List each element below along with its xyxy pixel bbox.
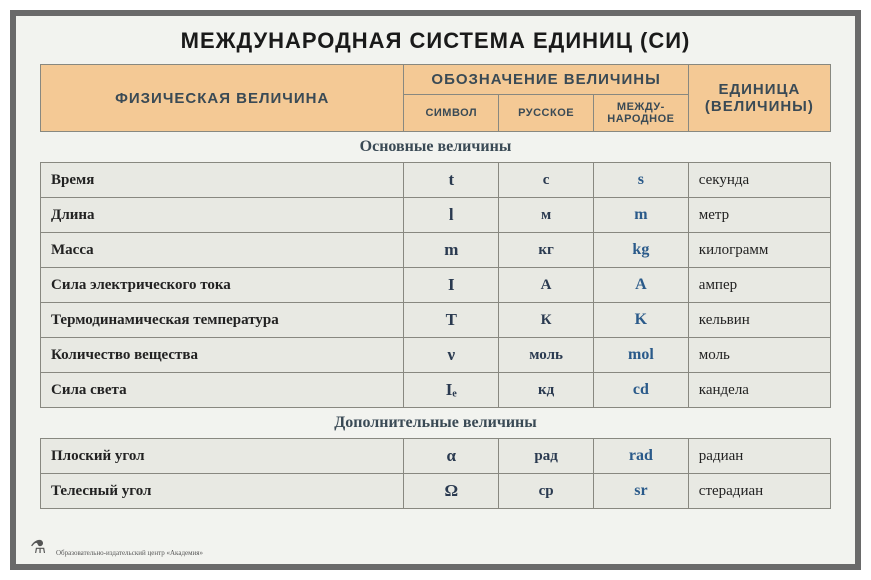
cell-international: mol bbox=[593, 338, 688, 373]
cell-international: kg bbox=[593, 233, 688, 268]
cell-russian: рад bbox=[499, 439, 594, 474]
table-row: Сила светаIₑкдcdкандела bbox=[41, 373, 831, 408]
cell-symbol: ν bbox=[404, 338, 499, 373]
table-body: Основные величиныВремяtсsсекундаДлинаlмm… bbox=[41, 132, 831, 509]
cell-name: Сила света bbox=[41, 373, 404, 408]
cell-russian: кд bbox=[499, 373, 594, 408]
table-header: ФИЗИЧЕСКАЯ ВЕЛИЧИНА ОБОЗНАЧЕНИЕ ВЕЛИЧИНЫ… bbox=[41, 65, 831, 132]
cell-symbol: I bbox=[404, 268, 499, 303]
table-row: Длинаlмmметр bbox=[41, 198, 831, 233]
cell-russian: моль bbox=[499, 338, 594, 373]
cell-name: Масса bbox=[41, 233, 404, 268]
cell-international: rad bbox=[593, 439, 688, 474]
cell-name: Телесный угол bbox=[41, 474, 404, 509]
section-label: Дополнительные величины bbox=[41, 408, 831, 439]
cell-unit: стерадиан bbox=[688, 474, 830, 509]
col-quantity: ФИЗИЧЕСКАЯ ВЕЛИЧИНА bbox=[41, 65, 404, 132]
table-row: Телесный уголΩсрsrстерадиан bbox=[41, 474, 831, 509]
col-international: МЕЖДУ- НАРОДНОЕ bbox=[593, 95, 688, 132]
cell-symbol: t bbox=[404, 163, 499, 198]
table-row: Массаmкгkgкилограмм bbox=[41, 233, 831, 268]
cell-unit: метр bbox=[688, 198, 830, 233]
cell-unit: моль bbox=[688, 338, 830, 373]
cell-symbol: Ω bbox=[404, 474, 499, 509]
cell-russian: м bbox=[499, 198, 594, 233]
cell-international: cd bbox=[593, 373, 688, 408]
cell-name: Сила электрического тока bbox=[41, 268, 404, 303]
cell-symbol: m bbox=[404, 233, 499, 268]
cell-unit: кельвин bbox=[688, 303, 830, 338]
cell-international: s bbox=[593, 163, 688, 198]
cell-unit: секунда bbox=[688, 163, 830, 198]
table-row: Плоский уголαрадradрадиан bbox=[41, 439, 831, 474]
cell-name: Длина bbox=[41, 198, 404, 233]
col-unit: ЕДИНИЦА (ВЕЛИЧИНЫ) bbox=[688, 65, 830, 132]
publisher-icon: ⚗ bbox=[30, 537, 46, 558]
cell-unit: кандела bbox=[688, 373, 830, 408]
cell-symbol: T bbox=[404, 303, 499, 338]
section-row: Основные величины bbox=[41, 132, 831, 163]
col-symbol: СИМВОЛ bbox=[404, 95, 499, 132]
cell-name: Время bbox=[41, 163, 404, 198]
section-label: Основные величины bbox=[41, 132, 831, 163]
cell-russian: К bbox=[499, 303, 594, 338]
cell-russian: А bbox=[499, 268, 594, 303]
cell-international: K bbox=[593, 303, 688, 338]
cell-unit: радиан bbox=[688, 439, 830, 474]
cell-russian: ср bbox=[499, 474, 594, 509]
cell-russian: кг bbox=[499, 233, 594, 268]
page-title: МЕЖДУНАРОДНАЯ СИСТЕМА ЕДИНИЦ (СИ) bbox=[40, 28, 831, 54]
cell-international: sr bbox=[593, 474, 688, 509]
cell-unit: ампер bbox=[688, 268, 830, 303]
cell-international: m bbox=[593, 198, 688, 233]
cell-symbol: α bbox=[404, 439, 499, 474]
col-russian: РУССКОЕ bbox=[499, 95, 594, 132]
cell-symbol: Iₑ bbox=[404, 373, 499, 408]
cell-international: A bbox=[593, 268, 688, 303]
cell-name: Плоский угол bbox=[41, 439, 404, 474]
cell-name: Количество вещества bbox=[41, 338, 404, 373]
footer-note: Образовательно-издательский центр «Акаде… bbox=[56, 550, 203, 558]
poster-frame: МЕЖДУНАРОДНАЯ СИСТЕМА ЕДИНИЦ (СИ) ФИЗИЧЕ… bbox=[10, 10, 861, 570]
col-notation-group: ОБОЗНАЧЕНИЕ ВЕЛИЧИНЫ bbox=[404, 65, 688, 95]
table-row: Времяtсsсекунда bbox=[41, 163, 831, 198]
si-units-table: ФИЗИЧЕСКАЯ ВЕЛИЧИНА ОБОЗНАЧЕНИЕ ВЕЛИЧИНЫ… bbox=[40, 64, 831, 509]
cell-symbol: l bbox=[404, 198, 499, 233]
cell-russian: с bbox=[499, 163, 594, 198]
table-row: Сила электрического токаIАAампер bbox=[41, 268, 831, 303]
section-row: Дополнительные величины bbox=[41, 408, 831, 439]
cell-name: Термодинамическая температура bbox=[41, 303, 404, 338]
table-row: Количество веществаνмольmolмоль bbox=[41, 338, 831, 373]
table-row: Термодинамическая температураTКKкельвин bbox=[41, 303, 831, 338]
cell-unit: килограмм bbox=[688, 233, 830, 268]
